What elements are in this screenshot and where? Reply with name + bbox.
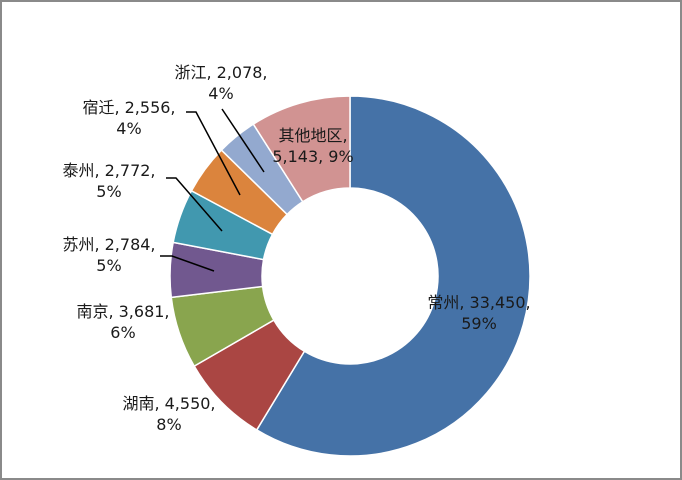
label-hunan: 湖南, 4,550, 8% bbox=[122, 394, 216, 434]
label-suqian: 宿迁, 2,556, 4% bbox=[82, 98, 176, 138]
label-taizhou: 泰州, 2,772, 5% bbox=[62, 161, 156, 201]
leader-suzhou bbox=[160, 255, 215, 272]
leader-suqian bbox=[186, 111, 241, 196]
label-other-regions: 其他地区, 5,143, 9% bbox=[272, 126, 354, 166]
slice-other-regions bbox=[252, 95, 351, 203]
label-changzhou: 常州, 33,450, 59% bbox=[427, 293, 531, 333]
leader-zhejiang bbox=[221, 108, 265, 173]
leader-taizhou bbox=[166, 177, 223, 232]
label-suzhou: 苏州, 2,784, 5% bbox=[62, 235, 156, 275]
slice-changzhou bbox=[255, 95, 531, 457]
label-nanjing: 南京, 3,681, 6% bbox=[76, 302, 170, 342]
label-zhejiang: 浙江, 2,078, 4% bbox=[174, 63, 268, 103]
